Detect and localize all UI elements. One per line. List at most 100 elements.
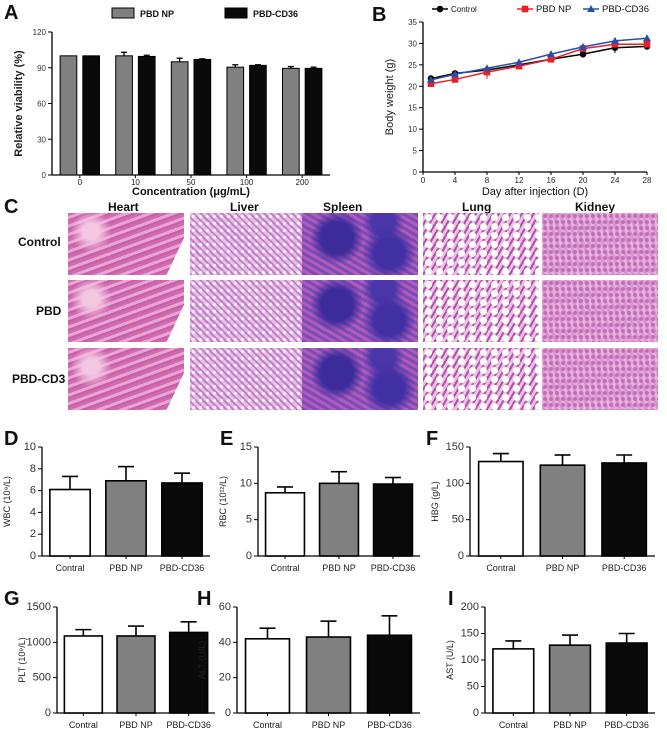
panel-label-i: I [448, 588, 454, 610]
F-bar-pbd-cd36 [601, 462, 648, 557]
histology-image-liver-pbd-cd3 [190, 348, 306, 410]
B-legend-marker [521, 5, 529, 13]
I-bar-pbd-np [548, 644, 592, 714]
histology-row-pbd: PBD [36, 304, 62, 318]
B-y-tick-label: 10 [408, 125, 417, 134]
histology-row-pbd-cd3: PBD-CD3 [12, 372, 66, 386]
G-bar-control [63, 635, 104, 714]
B-legend-marker [436, 5, 444, 13]
H-bar-pbd-cd36 [366, 634, 413, 714]
A-bar-pbd-np [59, 55, 78, 176]
histology-header-kidney: Kidney [575, 200, 616, 214]
F-y-tick-label: 100 [446, 477, 464, 489]
histology-image-lung-control [423, 213, 539, 275]
B-data-point [611, 36, 619, 44]
I-bar-control [492, 648, 535, 714]
B-data-point [451, 76, 459, 83]
B-data-point [547, 55, 555, 63]
A-y-axis-label: Relative viability (%) [13, 50, 25, 157]
panel-label-h: H [197, 588, 212, 610]
I-x-tick-label: PBD-CD36 [604, 720, 649, 730]
B-legend-marker [587, 5, 595, 12]
D-y-tick-label: 8 [30, 463, 36, 475]
D-y-tick-label: 6 [30, 485, 36, 497]
B-data-point [427, 80, 435, 88]
A-x-tick-label: 10 [131, 178, 140, 187]
H-x-tick-label: PBD NP [312, 720, 346, 730]
H-x-tick-label: Contral [253, 720, 282, 730]
A-legend-label: PBD NP [140, 9, 174, 19]
E-y-tick-label: 5 [246, 514, 252, 526]
B-y-tick-label: 35 [408, 18, 417, 27]
B-data-point [451, 70, 459, 78]
histology-image-heart-pbd [68, 280, 184, 342]
panel-label-f: F [426, 428, 439, 450]
A-x-tick-label: 50 [187, 178, 196, 187]
H-y-tick-label: 60 [219, 601, 231, 613]
panel-label-c: C [4, 196, 19, 218]
B-data-point [515, 58, 523, 66]
F-bar-pbd-np [539, 464, 586, 557]
A-bar-pbd-np [115, 55, 133, 176]
B-data-point [515, 62, 523, 70]
F-x-tick-label: PBD-CD36 [602, 563, 647, 573]
F-x-tick-label: Contral [486, 563, 515, 573]
E-y-tick-label: 15 [240, 441, 252, 453]
B-y-tick-label: 20 [408, 82, 417, 91]
B-legend-label: PBD NP [536, 4, 571, 15]
A-y-tick-label: 60 [37, 100, 46, 109]
histology-header-spleen: Spleen [323, 200, 363, 214]
I-y-tick-label: 200 [461, 601, 479, 613]
F-bar-control [477, 460, 524, 557]
D-bar-control [49, 488, 91, 557]
A-bar-pbd-cd36 [193, 58, 212, 176]
F-y-tick-label: 150 [446, 441, 464, 453]
D-y-axis-label: WBC (10⁹/L) [2, 476, 12, 527]
G-x-tick-label: Contral [69, 720, 98, 730]
B-data-point [643, 40, 651, 48]
G-y-tick-label: 1500 [27, 601, 51, 613]
I-y-tick-label: 100 [461, 654, 479, 666]
histology-image-spleen-pbd-cd3 [302, 348, 418, 410]
E-bar-control [264, 491, 306, 557]
histology-image-liver-pbd [190, 280, 306, 342]
D-y-tick-label: 0 [30, 550, 36, 562]
E-y-axis-label: RBC (10¹²/L) [218, 476, 228, 527]
A-y-tick-label: 90 [37, 64, 46, 73]
E-x-tick-label: Contral [270, 563, 299, 573]
A-bar-pbd-cd36 [249, 64, 267, 176]
I-x-tick-label: PBD NP [553, 720, 587, 730]
B-x-tick-label: 0 [421, 176, 426, 185]
H-bar-control [244, 637, 291, 714]
I-bar-pbd-cd36 [605, 642, 648, 714]
A-legend-swatch [111, 7, 135, 19]
B-data-point [483, 68, 491, 76]
A-bar-pbd-np [282, 67, 300, 176]
E-bar-pbd-cd36 [372, 483, 414, 557]
A-bar-pbd-np [226, 66, 245, 176]
A-y-tick-label: 120 [33, 28, 47, 37]
E-x-tick-label: PBD-CD36 [371, 563, 416, 573]
histology-image-liver-control [190, 213, 306, 275]
H-y-tick-label: 40 [219, 636, 231, 648]
histology-image-spleen-pbd [302, 280, 418, 342]
B-y-tick-label: 15 [408, 104, 417, 113]
histology-image-kidney-pbd [542, 280, 658, 342]
histology-image-heart-control [68, 213, 184, 275]
B-data-point [579, 42, 587, 50]
I-y-tick-label: 50 [467, 681, 479, 693]
A-x-tick-label: 200 [296, 178, 310, 187]
B-data-point [547, 50, 555, 58]
A-legend-label: PBD-CD36 [253, 9, 298, 19]
E-y-tick-label: 10 [240, 477, 252, 489]
G-bar-pbd-cd36 [168, 631, 209, 714]
B-legend-label: PBD-CD36 [602, 4, 649, 15]
A-x-axis-label: Concentration (μg/mL) [132, 186, 250, 198]
A-y-tick-label: 30 [37, 135, 46, 144]
A-x-tick-label: 100 [240, 178, 254, 187]
B-data-point [427, 75, 435, 83]
G-y-tick-label: 500 [33, 672, 51, 684]
histology-image-heart-pbd-cd3 [68, 348, 184, 410]
